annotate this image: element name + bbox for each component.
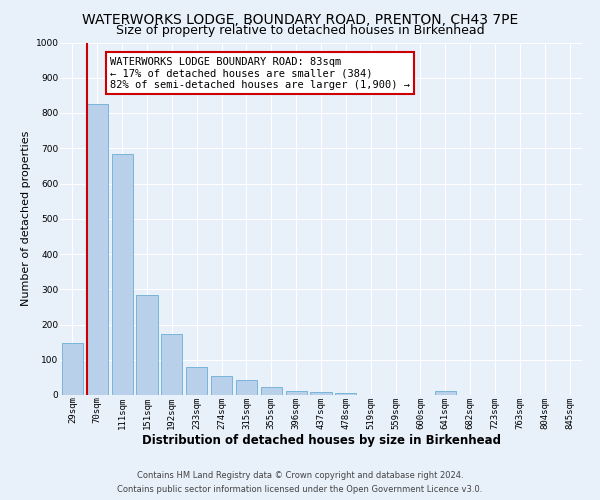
- Bar: [310, 392, 332, 395]
- Bar: [335, 393, 356, 395]
- Bar: [87, 104, 108, 395]
- Bar: [435, 392, 456, 395]
- Text: WATERWORKS LODGE, BOUNDARY ROAD, PRENTON, CH43 7PE: WATERWORKS LODGE, BOUNDARY ROAD, PRENTON…: [82, 12, 518, 26]
- Text: WATERWORKS LODGE BOUNDARY ROAD: 83sqm
← 17% of detached houses are smaller (384): WATERWORKS LODGE BOUNDARY ROAD: 83sqm ← …: [110, 56, 410, 90]
- Bar: [211, 376, 232, 395]
- X-axis label: Distribution of detached houses by size in Birkenhead: Distribution of detached houses by size …: [142, 434, 500, 447]
- Bar: [261, 387, 282, 395]
- Bar: [236, 380, 257, 395]
- Bar: [62, 343, 83, 395]
- Bar: [112, 154, 133, 395]
- Bar: [186, 367, 207, 395]
- Y-axis label: Number of detached properties: Number of detached properties: [22, 131, 31, 306]
- Bar: [136, 294, 158, 395]
- Text: Contains HM Land Registry data © Crown copyright and database right 2024.
Contai: Contains HM Land Registry data © Crown c…: [118, 472, 482, 494]
- Bar: [161, 334, 182, 395]
- Bar: [286, 391, 307, 395]
- Text: Size of property relative to detached houses in Birkenhead: Size of property relative to detached ho…: [116, 24, 484, 37]
